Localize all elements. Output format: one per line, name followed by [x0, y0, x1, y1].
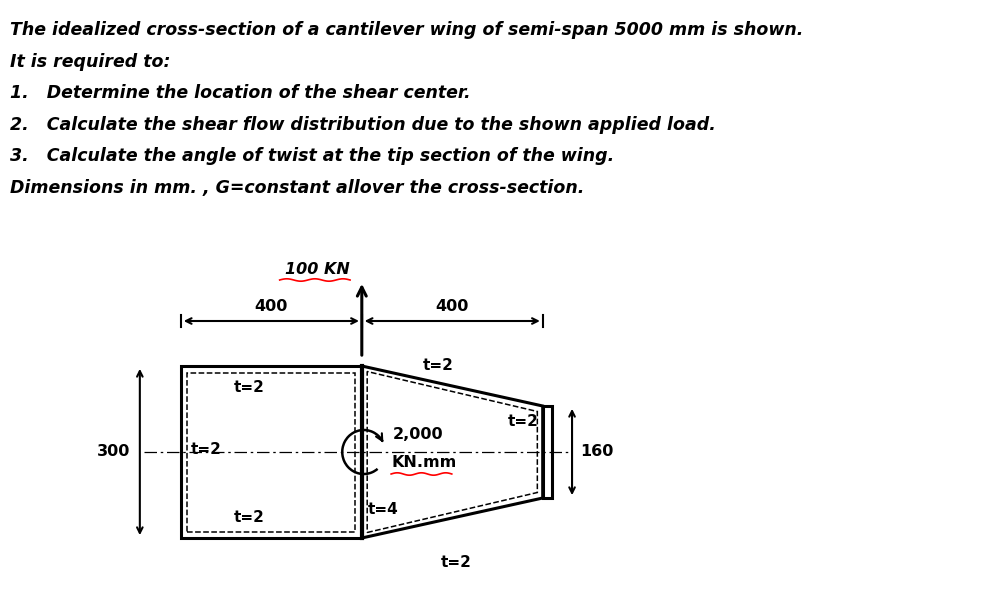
Text: 400: 400: [254, 299, 288, 314]
Text: 2.   Calculate the shear flow distribution due to the shown applied load.: 2. Calculate the shear flow distribution…: [10, 116, 716, 134]
Text: 160: 160: [580, 445, 613, 460]
Text: The idealized cross-section of a cantilever wing of semi-span 5000 mm is shown.: The idealized cross-section of a cantile…: [10, 21, 803, 39]
Text: t=2: t=2: [422, 358, 453, 373]
Text: 1.   Determine the location of the shear center.: 1. Determine the location of the shear c…: [10, 84, 470, 102]
Text: 100 KN: 100 KN: [285, 262, 350, 277]
Text: KN.mm: KN.mm: [391, 455, 456, 470]
Text: t=2: t=2: [234, 380, 265, 395]
Text: 400: 400: [435, 299, 469, 314]
Text: 300: 300: [96, 445, 130, 460]
Text: t=4: t=4: [368, 503, 398, 517]
Text: t=2: t=2: [234, 510, 265, 525]
Text: t=2: t=2: [508, 415, 539, 429]
Text: t=2: t=2: [191, 442, 221, 458]
Text: 2,000: 2,000: [393, 427, 444, 442]
Text: 3.   Calculate the angle of twist at the tip section of the wing.: 3. Calculate the angle of twist at the t…: [10, 147, 614, 165]
Text: Dimensions in mm. , G=constant allover the cross-section.: Dimensions in mm. , G=constant allover t…: [10, 179, 584, 197]
Text: t=2: t=2: [440, 555, 471, 570]
Text: It is required to:: It is required to:: [10, 52, 170, 70]
